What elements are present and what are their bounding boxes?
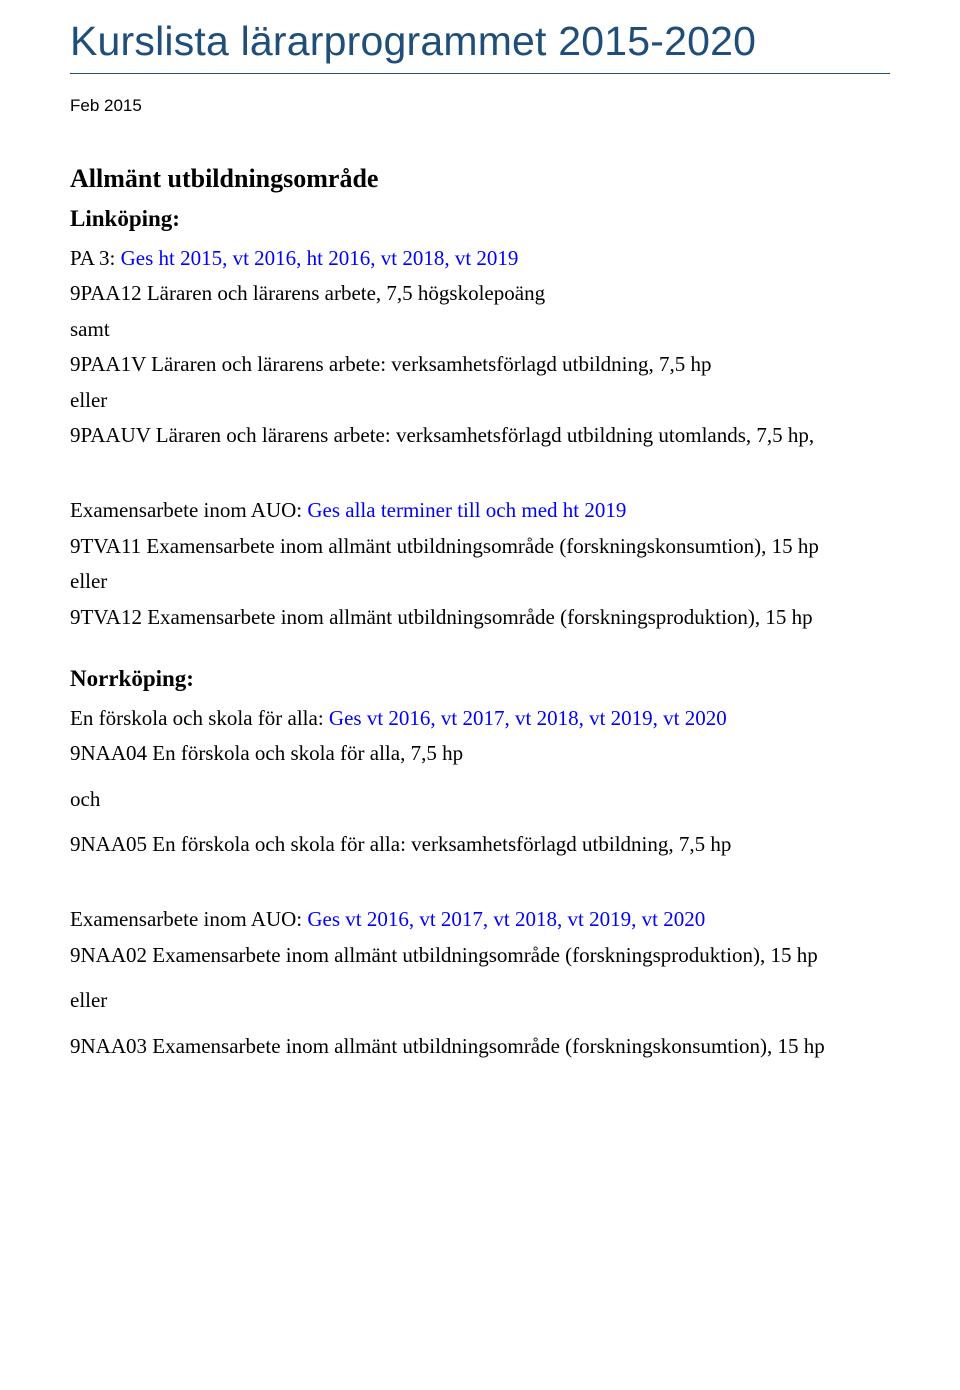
document-title: Kurslista lärarprogrammet 2015-2020 — [70, 18, 890, 74]
subheading-linkoping: Linköping: — [70, 206, 890, 232]
exam-auo-label-1: Examensarbete inom AUO: — [70, 498, 307, 522]
exam-auo-terms-2: Ges vt 2016, vt 2017, vt 2018, vt 2019, … — [307, 907, 705, 931]
course-9paa12: 9PAA12 Läraren och lärarens arbete, 7,5 … — [70, 279, 890, 308]
word-samt: samt — [70, 315, 890, 344]
date-stamp: Feb 2015 — [70, 96, 890, 116]
word-och: och — [70, 785, 890, 814]
forskola-line: En förskola och skola för alla: Ges vt 2… — [70, 704, 890, 733]
course-9naa04: 9NAA04 En förskola och skola för alla, 7… — [70, 739, 890, 768]
subheading-norrkoping: Norrköping: — [70, 666, 890, 692]
section-heading-allmant: Allmänt utbildningsområde — [70, 164, 890, 194]
course-9naa05: 9NAA05 En förskola och skola för alla: v… — [70, 830, 890, 859]
exam-auo-line-2: Examensarbete inom AUO: Ges vt 2016, vt … — [70, 905, 890, 934]
course-9tva11: 9TVA11 Examensarbete inom allmänt utbild… — [70, 532, 890, 561]
pa3-label: PA 3: — [70, 246, 121, 270]
exam-auo-line-1: Examensarbete inom AUO: Ges alla termine… — [70, 496, 890, 525]
forskola-terms: Ges vt 2016, vt 2017, vt 2018, vt 2019, … — [329, 706, 727, 730]
exam-auo-terms-1: Ges alla terminer till och med ht 2019 — [307, 498, 626, 522]
course-9naa03: 9NAA03 Examensarbete inom allmänt utbild… — [70, 1032, 890, 1061]
word-eller-3: eller — [70, 986, 890, 1015]
pa3-terms: Ges ht 2015, vt 2016, ht 2016, vt 2018, … — [121, 246, 519, 270]
word-eller-1: eller — [70, 386, 890, 415]
course-9naa02: 9NAA02 Examensarbete inom allmänt utbild… — [70, 941, 890, 970]
pa3-line: PA 3: Ges ht 2015, vt 2016, ht 2016, vt … — [70, 244, 890, 273]
forskola-label: En förskola och skola för alla: — [70, 706, 329, 730]
course-9paauv: 9PAAUV Läraren och lärarens arbete: verk… — [70, 421, 890, 450]
document-page: Kurslista lärarprogrammet 2015-2020 Feb … — [0, 0, 960, 1107]
course-9paa1v: 9PAA1V Läraren och lärarens arbete: verk… — [70, 350, 890, 379]
course-9tva12: 9TVA12 Examensarbete inom allmänt utbild… — [70, 603, 890, 632]
exam-auo-label-2: Examensarbete inom AUO: — [70, 907, 307, 931]
word-eller-2: eller — [70, 567, 890, 596]
